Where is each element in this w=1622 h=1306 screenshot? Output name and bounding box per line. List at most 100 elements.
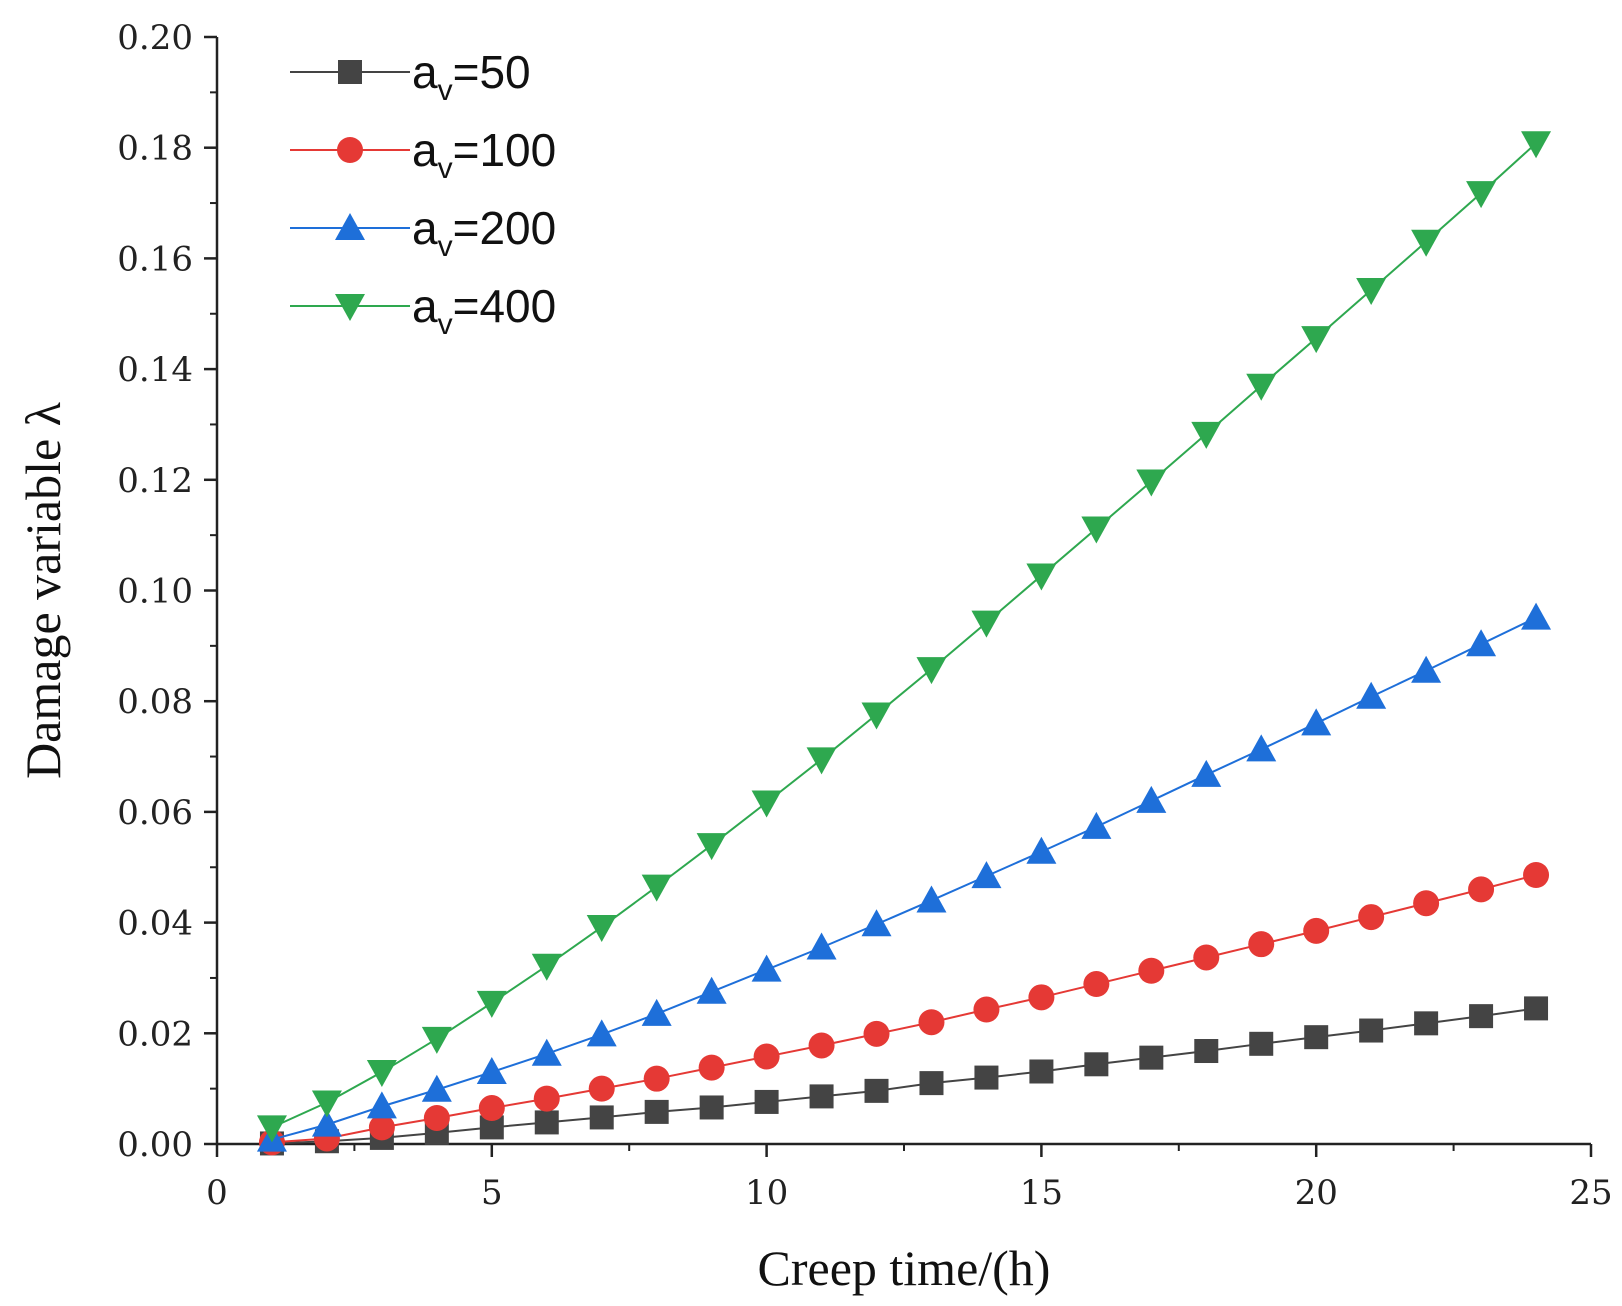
data-point bbox=[1026, 836, 1057, 864]
data-point bbox=[971, 610, 1002, 638]
data-point bbox=[1248, 931, 1275, 958]
data-point bbox=[1249, 1031, 1274, 1056]
data-point bbox=[751, 954, 782, 982]
data-point bbox=[1411, 229, 1442, 257]
data-point bbox=[588, 1075, 615, 1102]
y-tick-label: 0.00 bbox=[117, 1125, 193, 1165]
data-point bbox=[1139, 1045, 1164, 1070]
y-tick-label: 0.10 bbox=[117, 572, 193, 612]
data-point bbox=[643, 1065, 670, 1092]
data-point bbox=[586, 1019, 617, 1047]
data-point bbox=[698, 1054, 725, 1081]
data-point bbox=[1029, 1059, 1054, 1084]
data-point bbox=[1191, 421, 1222, 449]
data-point bbox=[973, 996, 1000, 1023]
data-point bbox=[1414, 1011, 1439, 1036]
data-point bbox=[533, 1085, 560, 1112]
data-point bbox=[1359, 1018, 1384, 1043]
y-tick-label: 0.06 bbox=[117, 793, 193, 833]
data-point bbox=[368, 1114, 395, 1141]
data-point bbox=[1028, 984, 1055, 1011]
data-point bbox=[1468, 876, 1495, 903]
y-tick-label: 0.12 bbox=[117, 461, 193, 501]
legend: av=50 av=100 av=200 av=400 bbox=[290, 46, 556, 341]
legend-label: av=400 bbox=[412, 280, 556, 341]
data-point bbox=[916, 657, 947, 685]
data-point bbox=[1246, 373, 1277, 401]
y-tick-label: 0.02 bbox=[117, 1014, 193, 1054]
data-point bbox=[861, 909, 892, 937]
data-point bbox=[806, 932, 837, 960]
data-point bbox=[808, 1032, 835, 1059]
data-point bbox=[1301, 708, 1332, 736]
data-point bbox=[754, 1089, 779, 1114]
x-tick-label: 0 bbox=[206, 1173, 228, 1213]
series-3 bbox=[256, 131, 1552, 1143]
data-point bbox=[1523, 861, 1550, 888]
data-point bbox=[421, 1026, 452, 1054]
data-point bbox=[916, 885, 947, 913]
data-point bbox=[531, 1038, 562, 1066]
data-point bbox=[1081, 516, 1112, 544]
data-point bbox=[1193, 944, 1220, 971]
x-tick-label: 5 bbox=[481, 1173, 503, 1213]
data-point bbox=[256, 1115, 287, 1143]
data-point bbox=[311, 1090, 342, 1118]
data-point bbox=[1083, 971, 1110, 998]
axes: 0 5 10 15 20 25 0.00 0.02 0.04 0.06 0.08 0.10 0.12 0.… bbox=[117, 18, 1612, 1213]
legend-marker bbox=[337, 137, 363, 163]
data-point bbox=[476, 990, 507, 1018]
data-series bbox=[256, 131, 1552, 1156]
data-point bbox=[806, 747, 837, 775]
x-axis-title: Creep time/(h) bbox=[758, 1240, 1051, 1296]
data-point bbox=[1413, 890, 1440, 917]
data-point bbox=[586, 915, 617, 943]
data-point bbox=[1136, 469, 1167, 497]
data-point bbox=[1194, 1039, 1219, 1064]
data-point bbox=[751, 790, 782, 818]
x-tick-label: 10 bbox=[745, 1173, 788, 1213]
x-tick-label: 25 bbox=[1569, 1173, 1612, 1213]
data-point bbox=[478, 1095, 505, 1122]
legend-label: av=200 bbox=[412, 202, 556, 263]
legend-item: av=200 bbox=[290, 202, 556, 263]
y-tick-label: 0.08 bbox=[117, 682, 193, 722]
data-point bbox=[1356, 277, 1387, 305]
data-point bbox=[696, 976, 727, 1004]
data-point bbox=[531, 953, 562, 981]
series-1 bbox=[258, 861, 1550, 1156]
data-point bbox=[1411, 655, 1442, 683]
data-point bbox=[421, 1074, 452, 1102]
data-point bbox=[861, 702, 892, 730]
data-point bbox=[423, 1104, 450, 1131]
y-tick-label: 0.16 bbox=[117, 239, 193, 279]
data-point bbox=[864, 1078, 889, 1103]
y-tick-label: 0.04 bbox=[117, 904, 193, 944]
legend-item: av=400 bbox=[290, 280, 556, 341]
data-point bbox=[863, 1020, 890, 1047]
data-point bbox=[1301, 326, 1332, 354]
y-tick-label: 0.14 bbox=[117, 350, 193, 390]
data-point bbox=[1026, 563, 1057, 591]
data-point bbox=[366, 1091, 397, 1119]
data-point bbox=[1081, 811, 1112, 839]
y-axis-title: Damage variable λ bbox=[15, 402, 71, 779]
data-point bbox=[1303, 917, 1330, 944]
data-point bbox=[809, 1084, 834, 1109]
data-point bbox=[641, 874, 672, 902]
data-point bbox=[1084, 1052, 1109, 1077]
data-point bbox=[1304, 1025, 1329, 1050]
x-tick-label: 20 bbox=[1295, 1173, 1338, 1213]
data-point bbox=[1466, 181, 1497, 209]
x-tick-label: 15 bbox=[1020, 1173, 1063, 1213]
series-0 bbox=[259, 996, 1549, 1156]
data-point bbox=[1138, 957, 1165, 984]
legend-item: av=50 bbox=[290, 46, 531, 107]
data-point bbox=[641, 998, 672, 1026]
data-point bbox=[589, 1105, 614, 1130]
data-point bbox=[1469, 1004, 1494, 1029]
data-point bbox=[1521, 602, 1552, 630]
data-point bbox=[1466, 629, 1497, 657]
data-point bbox=[974, 1065, 999, 1090]
